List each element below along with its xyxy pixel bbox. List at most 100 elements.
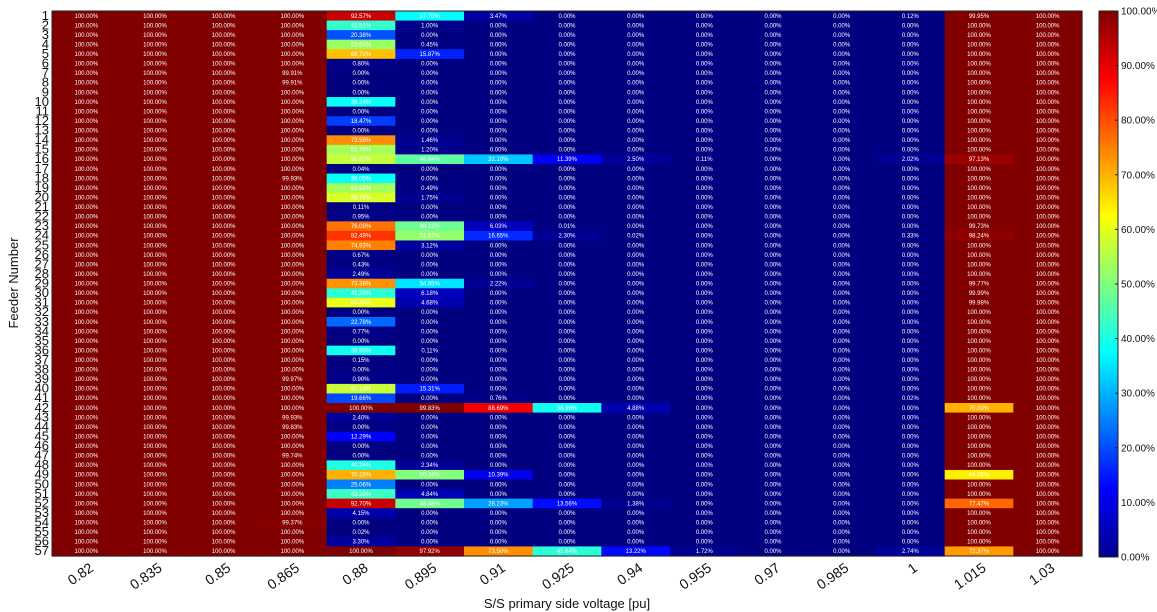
heatmap-cell [738,259,808,270]
cell-value-label: 100.00% [1036,348,1060,354]
cell-value-label: 0.00% [833,301,851,307]
heatmap-cell [1013,527,1083,538]
cell-value-label: 100.00% [967,320,991,326]
heatmap-cell [1013,355,1083,366]
cell-value-label: 10.39% [488,473,509,479]
cell-value-label: 0.00% [490,100,508,106]
heatmap-cell [876,297,946,308]
cell-value-label: 0.00% [490,444,508,450]
heatmap-cell [807,97,877,108]
colorbar-tick-label: 40.00% [1121,334,1155,345]
cell-value-label: 100.00% [1036,42,1060,48]
heatmap-cell [944,192,1014,203]
cell-value-label: 100.00% [1036,387,1060,393]
heatmap-cell [326,125,396,136]
cell-value-label: 100.00% [280,23,304,29]
heatmap-cell [464,106,534,117]
cell-value-label: 100.00% [1036,454,1060,460]
heatmap-cell [189,364,259,375]
heatmap-cell [876,11,946,22]
y-tick-label: 4 [42,36,49,51]
heatmap-cell [876,221,946,232]
heatmap-cell [258,403,328,414]
cell-value-label: 0.00% [490,530,508,536]
heatmap-cell [876,441,946,452]
heatmap-cell [464,479,534,490]
cell-value-label: 100.00% [280,129,304,135]
heatmap-cell [326,316,396,328]
cell-value-label: 2.50% [627,157,645,163]
cell-value-label: 0.00% [352,444,370,450]
y-tick-label: 56 [35,534,49,549]
cell-value-label: 0.00% [421,129,439,135]
cell-value-label: 0.00% [902,224,920,230]
cell-value-label: 0.00% [696,377,714,383]
heatmap-cell [189,144,259,156]
heatmap-cell [395,412,465,423]
heatmap-cell [944,144,1014,156]
y-tick-label: 10 [35,94,49,109]
heatmap-cell [738,355,808,366]
cell-value-label: 100.00% [967,377,991,383]
y-tick-label: 12 [35,113,49,128]
heatmap-cell [326,269,396,280]
heatmap-cell [120,259,190,270]
x-tick-label: 0.94 [614,559,646,588]
heatmap-cell [670,58,740,69]
cell-value-label: 6.18% [421,291,439,297]
heatmap-cell [52,97,122,108]
heatmap-cell [738,479,808,490]
heatmap-cell [601,546,671,557]
heatmap-cell [1013,183,1083,194]
cell-value-label: 0.00% [352,310,370,316]
heatmap-cell [738,460,808,471]
heatmap-cell [120,403,190,414]
heatmap-cell [738,39,808,50]
heatmap-cell [326,20,396,31]
cell-value-label: 100.00% [1036,167,1060,173]
cell-value-label: 0.00% [902,444,920,450]
cell-value-label: 0.00% [627,310,645,316]
cell-value-label: 100.00% [967,530,991,536]
heatmap-cell [395,431,465,442]
cell-value-label: 0.00% [490,540,508,546]
cell-value-label: 0.00% [696,521,714,527]
heatmap-cell [464,20,534,31]
heatmap-cell [395,144,465,156]
cell-value-label: 0.00% [696,71,714,77]
cell-value-label: 0.00% [696,90,714,96]
heatmap-cell [738,489,808,500]
heatmap-cell [670,116,740,127]
heatmap-cell [601,536,671,548]
heatmap-cell [395,106,465,117]
heatmap-cell [464,125,534,136]
heatmap-cell [944,221,1014,232]
heatmap-cell [876,326,946,337]
cell-value-label: 100.00% [1036,444,1060,450]
cell-value-label: 0.90% [352,377,370,383]
cell-value-label: 100.00% [74,186,98,192]
heatmap-cells [52,11,1083,557]
cell-value-label: 0.00% [696,234,714,240]
heatmap-cell [876,489,946,500]
heatmap-cell [1013,383,1083,395]
cell-value-label: 100.00% [280,262,304,268]
cell-value-label: 1.72% [696,549,714,555]
heatmap-cell [395,288,465,299]
heatmap-cell [189,441,259,452]
heatmap-cell [944,211,1014,222]
heatmap-cell [464,49,534,60]
cell-value-label: 100.00% [280,291,304,297]
heatmap-cell [258,278,328,289]
cell-value-label: 100.00% [212,215,236,221]
cell-value-label: 100.00% [280,215,304,221]
heatmap-cell [876,39,946,50]
heatmap-cell [944,77,1014,89]
cell-value-label: 0.00% [833,358,851,364]
cell-value-label: 100.00% [143,368,167,374]
heatmap-cell [395,316,465,328]
cell-value-label: 100.00% [212,530,236,536]
cell-value-label: 0.00% [902,463,920,469]
cell-value-label: 0.00% [764,100,782,106]
cell-value-label: 0.00% [490,377,508,383]
